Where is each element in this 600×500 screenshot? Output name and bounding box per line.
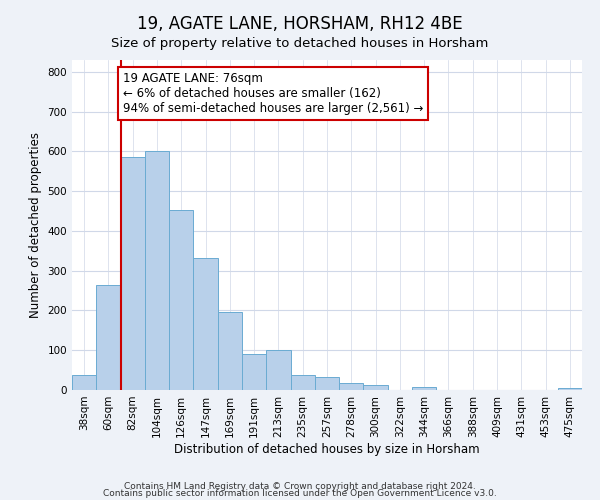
Bar [169, 210, 193, 390]
Bar [266, 350, 290, 390]
X-axis label: Distribution of detached houses by size in Horsham: Distribution of detached houses by size … [174, 442, 480, 456]
Y-axis label: Number of detached properties: Number of detached properties [29, 132, 42, 318]
Bar [364, 385, 388, 390]
Text: Size of property relative to detached houses in Horsham: Size of property relative to detached ho… [112, 38, 488, 51]
Bar [121, 158, 145, 390]
Text: 19 AGATE LANE: 76sqm
← 6% of detached houses are smaller (162)
94% of semi-detac: 19 AGATE LANE: 76sqm ← 6% of detached ho… [123, 72, 424, 115]
Bar [96, 284, 121, 390]
Bar [558, 388, 582, 390]
Text: 19, AGATE LANE, HORSHAM, RH12 4BE: 19, AGATE LANE, HORSHAM, RH12 4BE [137, 15, 463, 33]
Bar [290, 375, 315, 390]
Bar [218, 312, 242, 390]
Bar [242, 354, 266, 390]
Text: Contains public sector information licensed under the Open Government Licence v3: Contains public sector information licen… [103, 490, 497, 498]
Text: Contains HM Land Registry data © Crown copyright and database right 2024.: Contains HM Land Registry data © Crown c… [124, 482, 476, 491]
Bar [145, 150, 169, 390]
Bar [339, 383, 364, 390]
Bar [72, 375, 96, 390]
Bar [412, 387, 436, 390]
Bar [315, 378, 339, 390]
Bar [193, 258, 218, 390]
